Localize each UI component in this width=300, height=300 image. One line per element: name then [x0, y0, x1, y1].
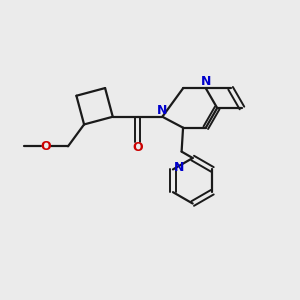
- Text: N: N: [174, 161, 184, 175]
- Text: N: N: [157, 104, 167, 117]
- Text: O: O: [41, 140, 52, 153]
- Text: O: O: [132, 141, 143, 154]
- Text: N: N: [201, 75, 211, 88]
